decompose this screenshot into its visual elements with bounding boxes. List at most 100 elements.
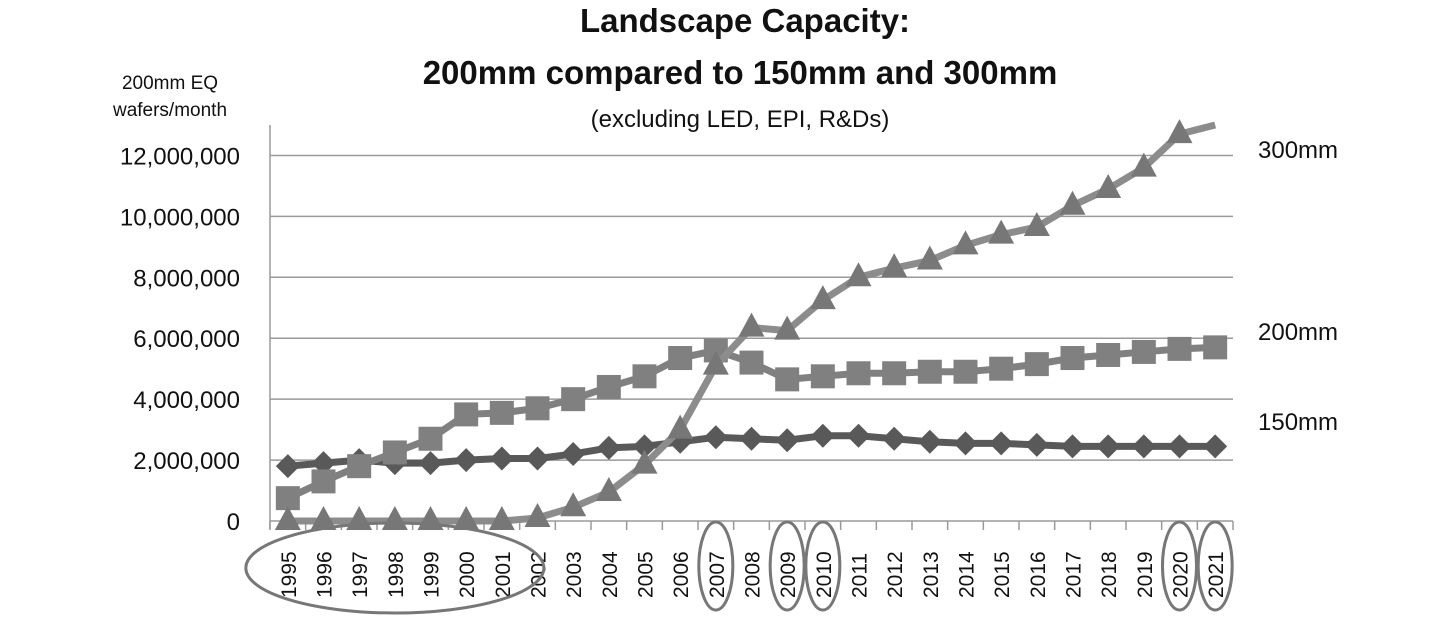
data-point-300mm [809, 285, 836, 310]
y-tick-label: 10,000,000 [120, 204, 240, 231]
x-tick-label: 1997 [349, 551, 372, 598]
chart-subtitle: (excluding LED, EPI, R&Ds) [591, 106, 890, 133]
x-tick-label: 2006 [670, 551, 693, 598]
x-tick-label: 2011 [849, 553, 872, 598]
data-point-200mm [1096, 342, 1121, 367]
data-point-150mm [882, 426, 907, 451]
data-point-300mm [845, 262, 872, 287]
data-point-200mm [1131, 339, 1156, 364]
data-point-150mm [596, 435, 621, 460]
x-tick-label: 2016 [1027, 551, 1050, 598]
highlight-oval [697, 520, 735, 612]
x-tick-label: 1995 [278, 551, 301, 598]
x-tick-label: 2014 [956, 551, 979, 598]
data-point-150mm [846, 423, 871, 448]
x-tick-label: 1998 [385, 551, 408, 598]
data-point-300mm [702, 350, 729, 375]
highlight-oval [1196, 520, 1234, 612]
data-point-150mm [1131, 434, 1156, 459]
data-point-300mm [274, 506, 301, 530]
data-point-200mm [311, 469, 336, 494]
data-point-300mm [952, 230, 979, 255]
data-point-300mm [667, 414, 694, 439]
x-tick-label: 2009 [777, 551, 800, 598]
y-tick-label: 0 [227, 509, 240, 536]
data-point-150mm [525, 446, 550, 471]
series-label-300mm: 300mm [1258, 137, 1338, 164]
highlight-oval [1161, 520, 1198, 612]
y-tick-label: 4,000,000 [133, 387, 240, 414]
series-label-200mm: 200mm [1258, 319, 1338, 346]
x-tick-label: 2000 [456, 551, 479, 598]
x-tick-label: 2008 [742, 551, 765, 598]
data-point-150mm [703, 425, 728, 450]
data-point-150mm [1024, 432, 1049, 457]
x-tick-label: 2021 [1205, 551, 1228, 598]
data-point-300mm [1166, 119, 1193, 144]
highlight-oval [804, 520, 842, 612]
data-point-300mm [560, 492, 587, 517]
x-tick-label: 1999 [421, 551, 444, 598]
data-point-150mm [917, 429, 942, 454]
data-point-150mm [1203, 434, 1228, 459]
chart-title-line2: 200mm compared to 150mm and 300mm [423, 54, 1058, 91]
data-point-150mm [311, 451, 336, 476]
data-point-300mm [1059, 190, 1086, 215]
data-point-200mm [561, 387, 586, 412]
data-point-300mm [738, 312, 765, 337]
series-label-150mm: 150mm [1258, 409, 1338, 436]
y-tick-label: 6,000,000 [133, 326, 240, 353]
data-point-150mm [989, 431, 1014, 456]
data-point-150mm [810, 423, 835, 448]
data-point-300mm [774, 315, 801, 340]
x-tick-label: 2010 [813, 551, 836, 598]
data-point-200mm [1167, 336, 1192, 361]
data-point-300mm [1130, 152, 1157, 177]
data-point-200mm [632, 364, 657, 389]
data-point-300mm [310, 506, 337, 530]
x-tick-label: 2003 [563, 551, 586, 598]
data-point-200mm [596, 374, 621, 399]
x-tick-label: 2012 [884, 551, 907, 598]
data-point-300mm [453, 506, 480, 530]
data-point-200mm [489, 400, 514, 425]
x-tick-label: 2001 [492, 551, 515, 598]
data-point-150mm [739, 426, 764, 451]
x-tick-label: 2013 [920, 551, 943, 598]
y-tick-label: 2,000,000 [133, 448, 240, 475]
data-point-150mm [953, 431, 978, 456]
data-point-300mm [488, 506, 515, 530]
y-tick-label: 12,000,000 [120, 143, 240, 170]
data-point-300mm [595, 477, 622, 502]
data-point-300mm [988, 219, 1015, 244]
data-point-150mm [1060, 434, 1085, 459]
x-tick-label: 2015 [991, 551, 1014, 598]
data-point-200mm [989, 356, 1014, 381]
data-point-200mm [347, 454, 372, 479]
data-point-200mm [810, 364, 835, 389]
data-point-150mm [275, 454, 300, 479]
x-tick-label: 2004 [599, 551, 622, 598]
data-point-150mm [489, 446, 514, 471]
data-point-300mm [1023, 212, 1050, 237]
data-point-300mm [524, 502, 551, 527]
data-point-200mm [775, 367, 800, 392]
data-point-200mm [739, 350, 764, 375]
x-tick-label: 2005 [635, 551, 658, 598]
x-tick-label: 1996 [314, 551, 337, 598]
data-point-200mm [418, 426, 443, 451]
x-tick-label: 2017 [1063, 551, 1086, 598]
y-axis-label-line2: wafers/month [112, 100, 227, 121]
data-point-300mm [881, 253, 908, 278]
highlight-oval [768, 520, 806, 612]
data-point-150mm [1167, 434, 1192, 459]
data-point-200mm [382, 440, 407, 465]
chart-title-line1: Landscape Capacity: [580, 2, 910, 39]
highlight-ellipse [244, 521, 546, 615]
data-point-200mm [668, 346, 693, 371]
data-point-150mm [1096, 434, 1121, 459]
x-tick-label: 2007 [706, 551, 729, 598]
data-point-200mm [454, 402, 479, 427]
